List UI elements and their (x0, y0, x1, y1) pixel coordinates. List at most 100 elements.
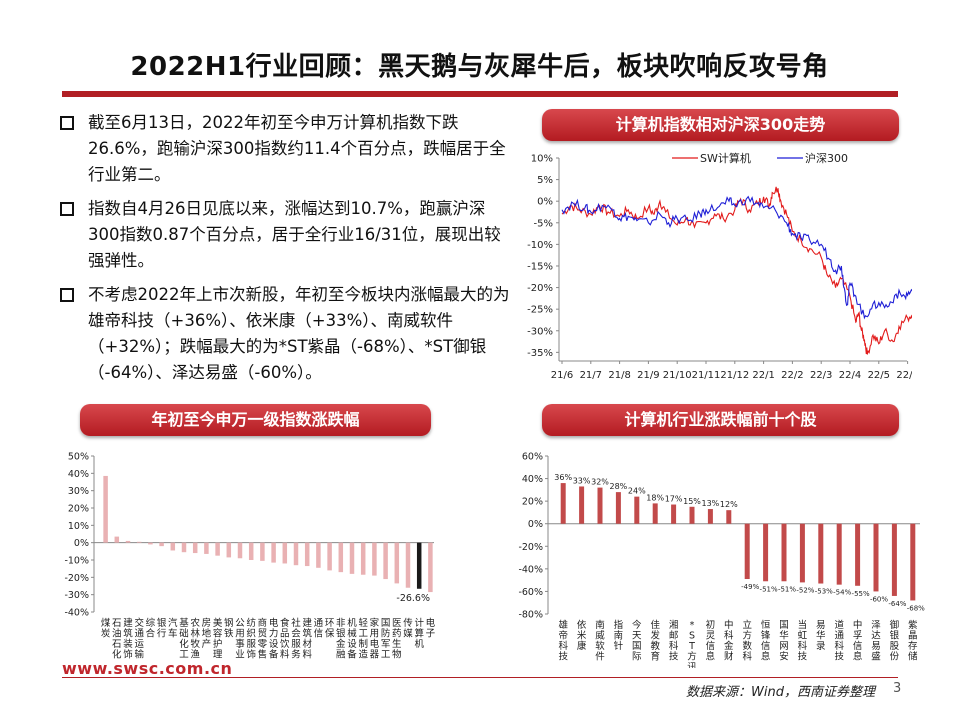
bullet-text: 不考虑2022年上市次新股，年初至今板块内涨幅最大的为雄帝科技（+36%）、依米… (88, 285, 510, 382)
category-char: 育 (650, 651, 660, 663)
page-number: 3 (893, 681, 902, 696)
category-char: 电 (426, 617, 436, 629)
value-label: 17% (665, 495, 683, 504)
y-tick-label: 10% (68, 521, 89, 532)
bar-14 (260, 542, 265, 561)
value-label: 36% (554, 473, 572, 482)
category-char: 中 (853, 619, 863, 631)
bar-13 (799, 523, 805, 583)
value-label: 33% (573, 476, 591, 485)
bar-21 (338, 542, 344, 573)
category-char: 恒 (761, 619, 771, 631)
category-char: 储 (908, 651, 918, 663)
value-label: -55% (852, 590, 870, 598)
y-tick-label: 40% (522, 474, 543, 485)
value-label: -68% (907, 604, 925, 612)
category-char: 泽 (871, 620, 881, 631)
category-char: 轻 (358, 617, 368, 629)
value-label: -51% (778, 585, 796, 593)
y-tick-label: -40% (518, 564, 543, 575)
category-char: 生 (392, 638, 402, 650)
y-tick-label: -20% (518, 542, 543, 553)
bar-10 (744, 523, 750, 580)
category-char: S (689, 631, 695, 642)
category-label: 社会服务 (291, 617, 301, 661)
bar-1 (114, 536, 120, 543)
category-char: 通 (134, 629, 144, 640)
y-tick-label: -30% (527, 326, 553, 337)
y-tick-label: -10% (64, 556, 89, 567)
category-label: 石油石化 (112, 618, 122, 661)
bar-18 (891, 523, 897, 596)
category-char: 公 (235, 618, 245, 629)
bar-20 (327, 542, 332, 571)
stocks-chart-title: 计算机行业涨跌幅前十个股 (542, 404, 899, 436)
bullet-2: 指数自4月26日见底以来，涨幅达到10.7%，跑赢沪深300指数0.87个百分点… (56, 196, 512, 274)
category-char: 技 (798, 651, 808, 663)
series-line-sw-computer (561, 186, 912, 355)
category-char: 用 (235, 629, 245, 640)
category-char: 计 (414, 617, 424, 629)
y-tick-label: -15% (527, 261, 553, 272)
category-char: 渔 (190, 650, 200, 661)
series-line-csi300 (561, 195, 912, 320)
bar-16 (855, 523, 861, 586)
bar-4 (148, 542, 153, 545)
industry-bar-chart: 50%40%30%20%10%0%-10%-20%-30%-40%煤炭石油石化建… (64, 452, 436, 661)
category-char: 国 (381, 618, 391, 629)
category-char: 方 (687, 651, 697, 663)
category-char: 食 (280, 617, 290, 629)
category-char: 会 (291, 628, 301, 640)
category-char: 材 (302, 638, 312, 650)
category-char: 石 (112, 618, 122, 629)
category-label: 非银金融 (336, 617, 346, 661)
category-char: 纺 (246, 617, 256, 629)
category-char: 技 (669, 651, 679, 663)
category-char: 御 (890, 619, 900, 631)
bar-11 (226, 542, 232, 558)
category-char: 器 (370, 650, 380, 661)
bullet-square-icon (60, 202, 74, 216)
category-char: 务 (291, 649, 301, 661)
category-char: 医 (392, 618, 402, 629)
category-label: 环保 (325, 618, 335, 640)
category-label: 计算机 (414, 617, 424, 650)
category-char: 银 (890, 630, 900, 642)
bar-14 (818, 523, 824, 584)
category-char: 科 (798, 640, 808, 652)
category-char: 化 (112, 649, 122, 661)
bar-27 (405, 542, 411, 588)
value-label: -54% (833, 589, 851, 597)
footer-url[interactable]: www.swsc.com.cn (62, 659, 233, 678)
category-char: 道 (834, 619, 844, 631)
x-tick-label: 22/1 (752, 370, 774, 381)
category-char: 华 (779, 630, 789, 642)
category-char: 软 (595, 640, 605, 652)
footer-rule (62, 677, 898, 678)
x-tick-label: 22/5 (868, 370, 890, 381)
category-label: 道通科技 (834, 619, 844, 663)
category-char: 科 (742, 651, 752, 663)
category-char: 交 (134, 617, 144, 629)
category-label: 南威软件 (595, 619, 605, 663)
category-label: 基础化工 (179, 617, 189, 661)
bar-11 (763, 523, 769, 582)
value-label: 18% (646, 493, 664, 502)
category-char: 康 (577, 640, 587, 652)
category-char: 帝 (558, 630, 568, 642)
category-label: 汽车 (168, 617, 178, 640)
category-char: 运 (134, 639, 144, 650)
category-char: 国 (779, 620, 789, 631)
value-label: 32% (591, 478, 609, 487)
bullet-1: 截至6月13日，2022年初至今申万计算机指数下跌26.6%，跑输沪深300指数… (56, 110, 512, 188)
category-char: 份 (890, 651, 900, 663)
y-tick-label: -25% (527, 305, 553, 316)
category-char: 息 (761, 651, 771, 663)
category-char: 事 (235, 638, 245, 650)
category-label: 立方数科 (742, 619, 752, 663)
category-label: 当虹科技 (798, 619, 808, 663)
bar-9 (726, 510, 732, 524)
category-char: 技 (558, 651, 568, 663)
category-char: 药 (392, 629, 402, 640)
bar-23 (360, 542, 366, 575)
